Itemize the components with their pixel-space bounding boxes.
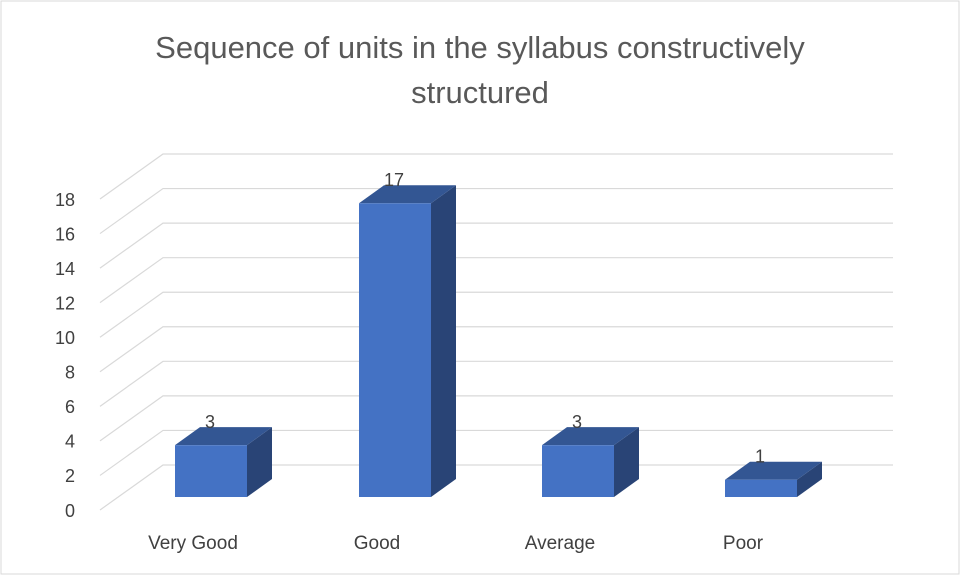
x-tick-label: Very Good <box>148 533 238 554</box>
bar-side <box>614 427 639 497</box>
grid-line <box>99 326 893 373</box>
grid-line <box>99 291 893 338</box>
x-tick-label: Average <box>525 533 595 554</box>
bar-side <box>797 461 822 497</box>
grid-line <box>99 360 893 407</box>
bar-top <box>542 427 639 446</box>
bar <box>542 427 639 497</box>
grid-line <box>99 222 893 269</box>
value-label: 1 <box>755 446 765 466</box>
grid-line <box>99 464 893 511</box>
y-tick-label: 12 <box>55 293 75 313</box>
bar-front <box>175 445 247 497</box>
grid-line <box>99 395 893 442</box>
bar-front <box>542 445 614 497</box>
bar-top <box>359 185 456 204</box>
grid-line <box>99 429 893 476</box>
bar-front <box>359 203 431 497</box>
value-label: 3 <box>572 412 582 432</box>
y-tick-label: 4 <box>65 432 75 452</box>
x-tick-label: Poor <box>723 533 764 554</box>
grid-line <box>99 153 893 200</box>
value-label: 17 <box>384 170 404 190</box>
y-tick-label: 10 <box>55 328 75 348</box>
y-tick-label: 16 <box>55 224 75 244</box>
y-tick-label: 6 <box>65 397 75 417</box>
y-tick-label: 8 <box>65 363 75 383</box>
y-tick-label: 0 <box>65 501 75 521</box>
bar-side <box>247 427 272 497</box>
bar <box>359 185 456 497</box>
bar <box>725 461 822 497</box>
bar-side <box>431 185 456 497</box>
grid-line <box>99 187 893 235</box>
bar-top <box>725 461 822 480</box>
y-tick-label: 14 <box>55 259 75 279</box>
y-tick-label: 2 <box>65 466 75 486</box>
bar <box>175 427 272 497</box>
grid-line <box>99 257 893 304</box>
bar-front <box>725 479 797 497</box>
y-tick-label: 18 <box>55 190 75 210</box>
x-tick-label: Good <box>354 533 400 554</box>
bar-top <box>175 427 272 446</box>
chart-title: Sequence of units in the syllabus constr… <box>155 30 805 110</box>
value-label: 3 <box>205 412 215 432</box>
